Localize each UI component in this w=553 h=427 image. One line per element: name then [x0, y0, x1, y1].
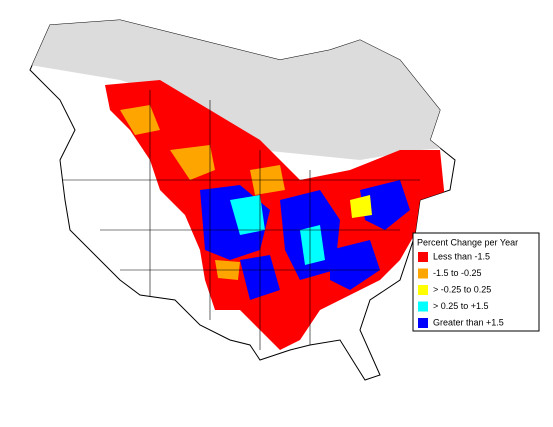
legend-title: Percent Change per Year	[417, 237, 518, 247]
legend-label: -1.5 to -0.25	[433, 268, 482, 278]
legend-swatch	[418, 285, 428, 295]
legend-swatch	[418, 301, 428, 312]
legend-swatch	[418, 268, 428, 279]
legend-box	[412, 232, 540, 332]
legend-label: Greater than +1.5	[433, 317, 504, 327]
legend-swatch	[418, 252, 428, 262]
legend: Percent Change per Year Less than -1.5 -1…	[412, 232, 540, 332]
legend-label: > -0.25 to 0.25	[433, 284, 491, 294]
land	[29, 19, 456, 381]
legend-label: > 0.25 to +1.5	[433, 301, 489, 311]
legend-label: Less than -1.5	[433, 251, 490, 261]
legend-swatch	[418, 318, 428, 328]
